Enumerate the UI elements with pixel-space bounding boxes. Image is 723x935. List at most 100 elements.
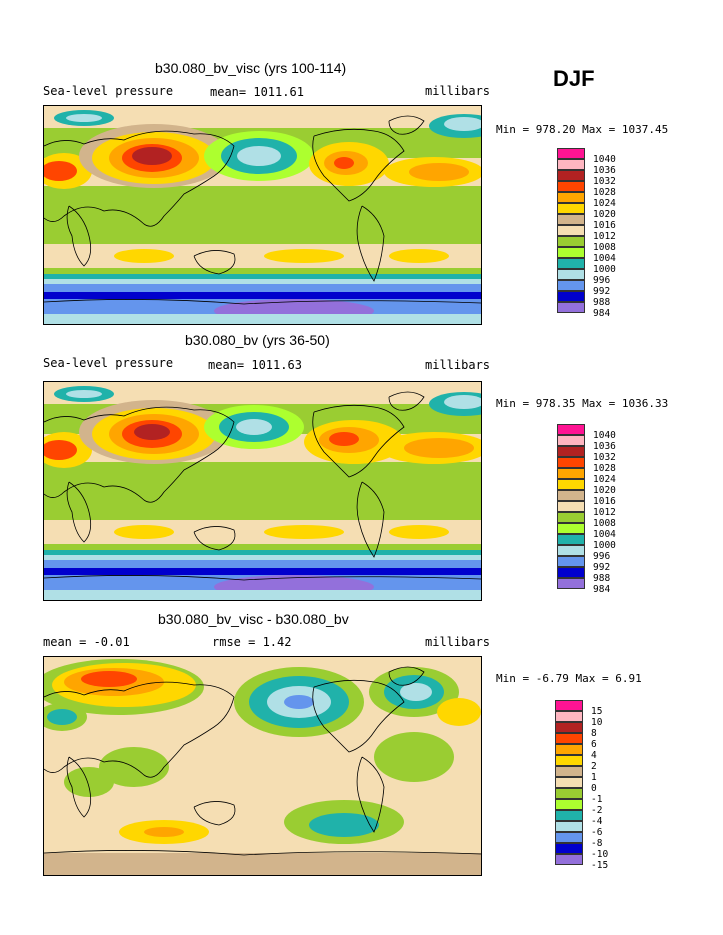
legend-label: 6 <box>591 739 597 750</box>
legend-swatch <box>557 148 585 159</box>
legend-label: 1 <box>591 772 597 783</box>
legend-swatch <box>555 755 583 766</box>
legend-label: 10 <box>591 717 603 728</box>
legend-label: -15 <box>591 860 609 871</box>
legend-label: 1036 <box>593 165 616 176</box>
legend-swatch <box>555 788 583 799</box>
legend-label: 1012 <box>593 231 616 242</box>
legend-swatch <box>557 291 585 302</box>
legend-label: 1040 <box>593 154 616 165</box>
legend-swatch <box>555 832 583 843</box>
legend-label: 1004 <box>593 529 616 540</box>
legend-swatch <box>557 203 585 214</box>
legend-label: 1032 <box>593 452 616 463</box>
panel3-mean-label: mean = -0.01 <box>43 635 130 649</box>
legend-label: 1016 <box>593 496 616 507</box>
legend-swatch <box>557 490 585 501</box>
panel3-units-label: millibars <box>425 635 491 649</box>
legend-swatch <box>555 733 583 744</box>
legend-swatch <box>555 821 583 832</box>
panel2-contour-plot <box>44 382 481 600</box>
legend-swatch <box>557 534 585 545</box>
panel1-legend: 1040 1036 1032 1028 1024 1020 1016 1012 … <box>557 148 637 319</box>
legend-label: 1020 <box>593 209 616 220</box>
legend-label: 1008 <box>593 518 616 529</box>
legend-label: 992 <box>593 286 611 297</box>
legend-label: 15 <box>591 706 603 717</box>
legend-label: 1008 <box>593 242 616 253</box>
legend-label: 1016 <box>593 220 616 231</box>
panel2-units-label: millibars <box>425 358 491 372</box>
panel2-minmax: Min = 978.35 Max = 1036.33 <box>496 397 669 410</box>
panel1-field-label: Sea-level pressure <box>43 84 174 98</box>
panel3-contour-plot <box>44 657 481 875</box>
legend-swatch <box>557 435 585 446</box>
legend-swatch <box>557 258 585 269</box>
legend-label: 1028 <box>593 187 616 198</box>
legend-label: 1000 <box>593 264 616 275</box>
legend-swatch <box>557 578 585 589</box>
legend-label: 1020 <box>593 485 616 496</box>
legend-swatch <box>555 766 583 777</box>
legend-swatch <box>557 192 585 203</box>
legend-swatch <box>557 170 585 181</box>
legend-swatch <box>557 302 585 313</box>
legend-label: 1036 <box>593 441 616 452</box>
legend-label: 984 <box>593 584 611 595</box>
legend-swatch <box>557 225 585 236</box>
legend-swatch <box>557 280 585 291</box>
legend-swatch <box>557 247 585 258</box>
panel1-map <box>43 105 482 325</box>
legend-label: 996 <box>593 551 611 562</box>
legend-label: 992 <box>593 562 611 573</box>
season-label: DJF <box>553 66 595 91</box>
legend-swatch <box>557 567 585 578</box>
legend-swatch <box>557 214 585 225</box>
legend-swatch <box>557 523 585 534</box>
legend-swatch <box>557 159 585 170</box>
panel2-legend: 1040 1036 1032 1028 1024 1020 1016 1012 … <box>557 424 637 595</box>
legend-swatch <box>557 269 585 280</box>
legend-swatch <box>555 843 583 854</box>
panel2-title: b30.080_bv (yrs 36-50) <box>185 332 330 348</box>
legend-label: -10 <box>591 849 609 860</box>
legend-label: -1 <box>591 794 603 805</box>
legend-label: 4 <box>591 750 597 761</box>
legend-label: 0 <box>591 783 597 794</box>
legend-swatch <box>557 512 585 523</box>
legend-swatch <box>557 236 585 247</box>
panel3-minmax: Min = -6.79 Max = 6.91 <box>496 672 642 685</box>
legend-label: 988 <box>593 573 611 584</box>
legend-label: 1004 <box>593 253 616 264</box>
legend-label: 988 <box>593 297 611 308</box>
panel1-title: b30.080_bv_visc (yrs 100-114) <box>155 60 347 76</box>
legend-swatch <box>555 777 583 788</box>
legend-label: -8 <box>591 838 603 849</box>
legend-swatch <box>557 501 585 512</box>
legend-label: -4 <box>591 816 603 827</box>
legend-swatch <box>557 424 585 435</box>
legend-swatch <box>557 181 585 192</box>
legend-label: 1024 <box>593 198 616 209</box>
legend-swatch <box>555 810 583 821</box>
panel3-title: b30.080_bv_visc - b30.080_bv <box>158 611 349 627</box>
legend-swatch <box>555 799 583 810</box>
panel2-field-label: Sea-level pressure <box>43 356 174 370</box>
panel3-legend: 15 10 8 6 4 2 1 0 -1 -2 -4 -6 -8 -10 -15 <box>555 700 635 871</box>
legend-label: 1040 <box>593 430 616 441</box>
legend-swatch <box>555 744 583 755</box>
legend-label: 8 <box>591 728 597 739</box>
legend-label: 1012 <box>593 507 616 518</box>
panel2-mean-label: mean= 1011.63 <box>208 358 302 372</box>
legend-swatch <box>555 722 583 733</box>
legend-label: -2 <box>591 805 603 816</box>
panel1-contour-plot <box>44 106 481 324</box>
legend-label: 2 <box>591 761 597 772</box>
legend-swatch <box>557 556 585 567</box>
legend-swatch <box>557 457 585 468</box>
panel1-mean-label: mean= 1011.61 <box>210 85 304 99</box>
legend-swatch <box>555 711 583 722</box>
legend-swatch <box>555 700 583 711</box>
legend-label: 996 <box>593 275 611 286</box>
legend-label: 984 <box>593 308 611 319</box>
